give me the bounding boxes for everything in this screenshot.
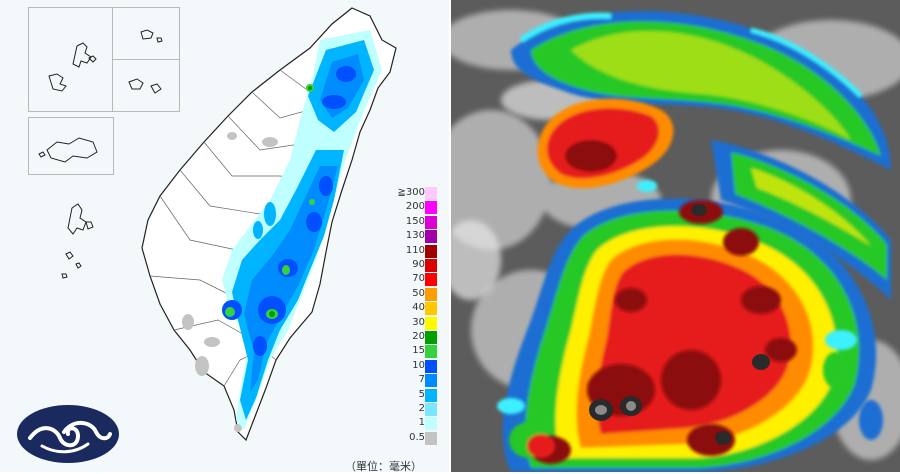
legend-swatch <box>425 388 437 402</box>
legend-units-label: （單位：毫米） <box>345 460 422 473</box>
legend-label: 5 <box>418 388 425 400</box>
legend-row: 50 <box>391 287 449 301</box>
legend-label: 150 <box>405 215 425 227</box>
legend-swatch <box>425 345 437 359</box>
inset-kinmen <box>28 117 114 175</box>
legend-swatch <box>425 374 437 388</box>
legend-swatch <box>425 417 437 431</box>
legend-label: 40 <box>412 302 425 314</box>
legend-row: 7 <box>391 373 449 388</box>
legend-swatch <box>425 215 437 229</box>
legend-row: 40 <box>391 301 449 316</box>
legend-label: 50 <box>412 287 425 299</box>
rainfall-map-panel: ≧300 200 150 130 110 90 <box>0 0 449 473</box>
legend-swatch <box>425 201 437 215</box>
panel-divider <box>449 0 451 472</box>
inset-dongyin <box>112 59 180 112</box>
legend-row: 5 <box>391 388 449 402</box>
legend-row: 1 <box>391 416 449 431</box>
legend-swatch <box>425 403 437 416</box>
legend-swatch <box>425 287 437 301</box>
legend-swatch <box>425 331 437 344</box>
legend-swatch <box>425 302 437 316</box>
legend-label: ≧300 <box>397 187 425 198</box>
legend-label: 30 <box>412 316 425 328</box>
legend-swatch <box>425 431 437 445</box>
penghu-islands <box>61 203 94 279</box>
legend-row: 200 <box>391 200 449 215</box>
legend-label: 130 <box>405 230 425 242</box>
legend-label: 90 <box>412 259 425 270</box>
legend-label: 2 <box>418 403 425 414</box>
legend-swatch <box>425 244 437 258</box>
legend-label: 110 <box>405 244 425 256</box>
legend-row: 70 <box>391 272 449 287</box>
legend-row: 0.5 <box>391 431 449 445</box>
legend-swatch <box>425 273 437 287</box>
legend-row: 130 <box>391 229 449 244</box>
inset-wuqiu <box>112 7 180 61</box>
satellite-infrared-icon <box>451 0 900 472</box>
legend-row: ≧300 <box>391 186 449 200</box>
legend-row: 20 <box>391 330 449 344</box>
legend-label: 70 <box>412 273 425 285</box>
legend-label: 10 <box>412 359 425 371</box>
legend-label: 0.5 <box>409 431 425 443</box>
cwa-cloud-logo-icon <box>17 405 119 463</box>
legend-row: 15 <box>391 344 449 359</box>
legend-swatch <box>425 187 437 200</box>
legend-swatch <box>425 230 437 244</box>
legend-label: 200 <box>405 201 425 213</box>
legend-swatch <box>425 316 437 330</box>
taiwan-rainfall-map <box>141 7 397 442</box>
legend-swatch <box>425 259 437 272</box>
inset-matsu <box>28 7 114 112</box>
legend-row: 110 <box>391 244 449 258</box>
satellite-image-panel <box>451 0 900 472</box>
legend-label: 7 <box>418 374 425 386</box>
legend-row: 90 <box>391 258 449 272</box>
legend-row: 10 <box>391 359 449 373</box>
legend-row: 30 <box>391 316 449 330</box>
legend-label: 15 <box>412 345 425 357</box>
legend-swatch <box>425 359 437 373</box>
legend-label: 20 <box>412 331 425 342</box>
legend-row: 2 <box>391 402 449 416</box>
legend-row: 150 <box>391 215 449 229</box>
legend-label: 1 <box>418 417 425 429</box>
